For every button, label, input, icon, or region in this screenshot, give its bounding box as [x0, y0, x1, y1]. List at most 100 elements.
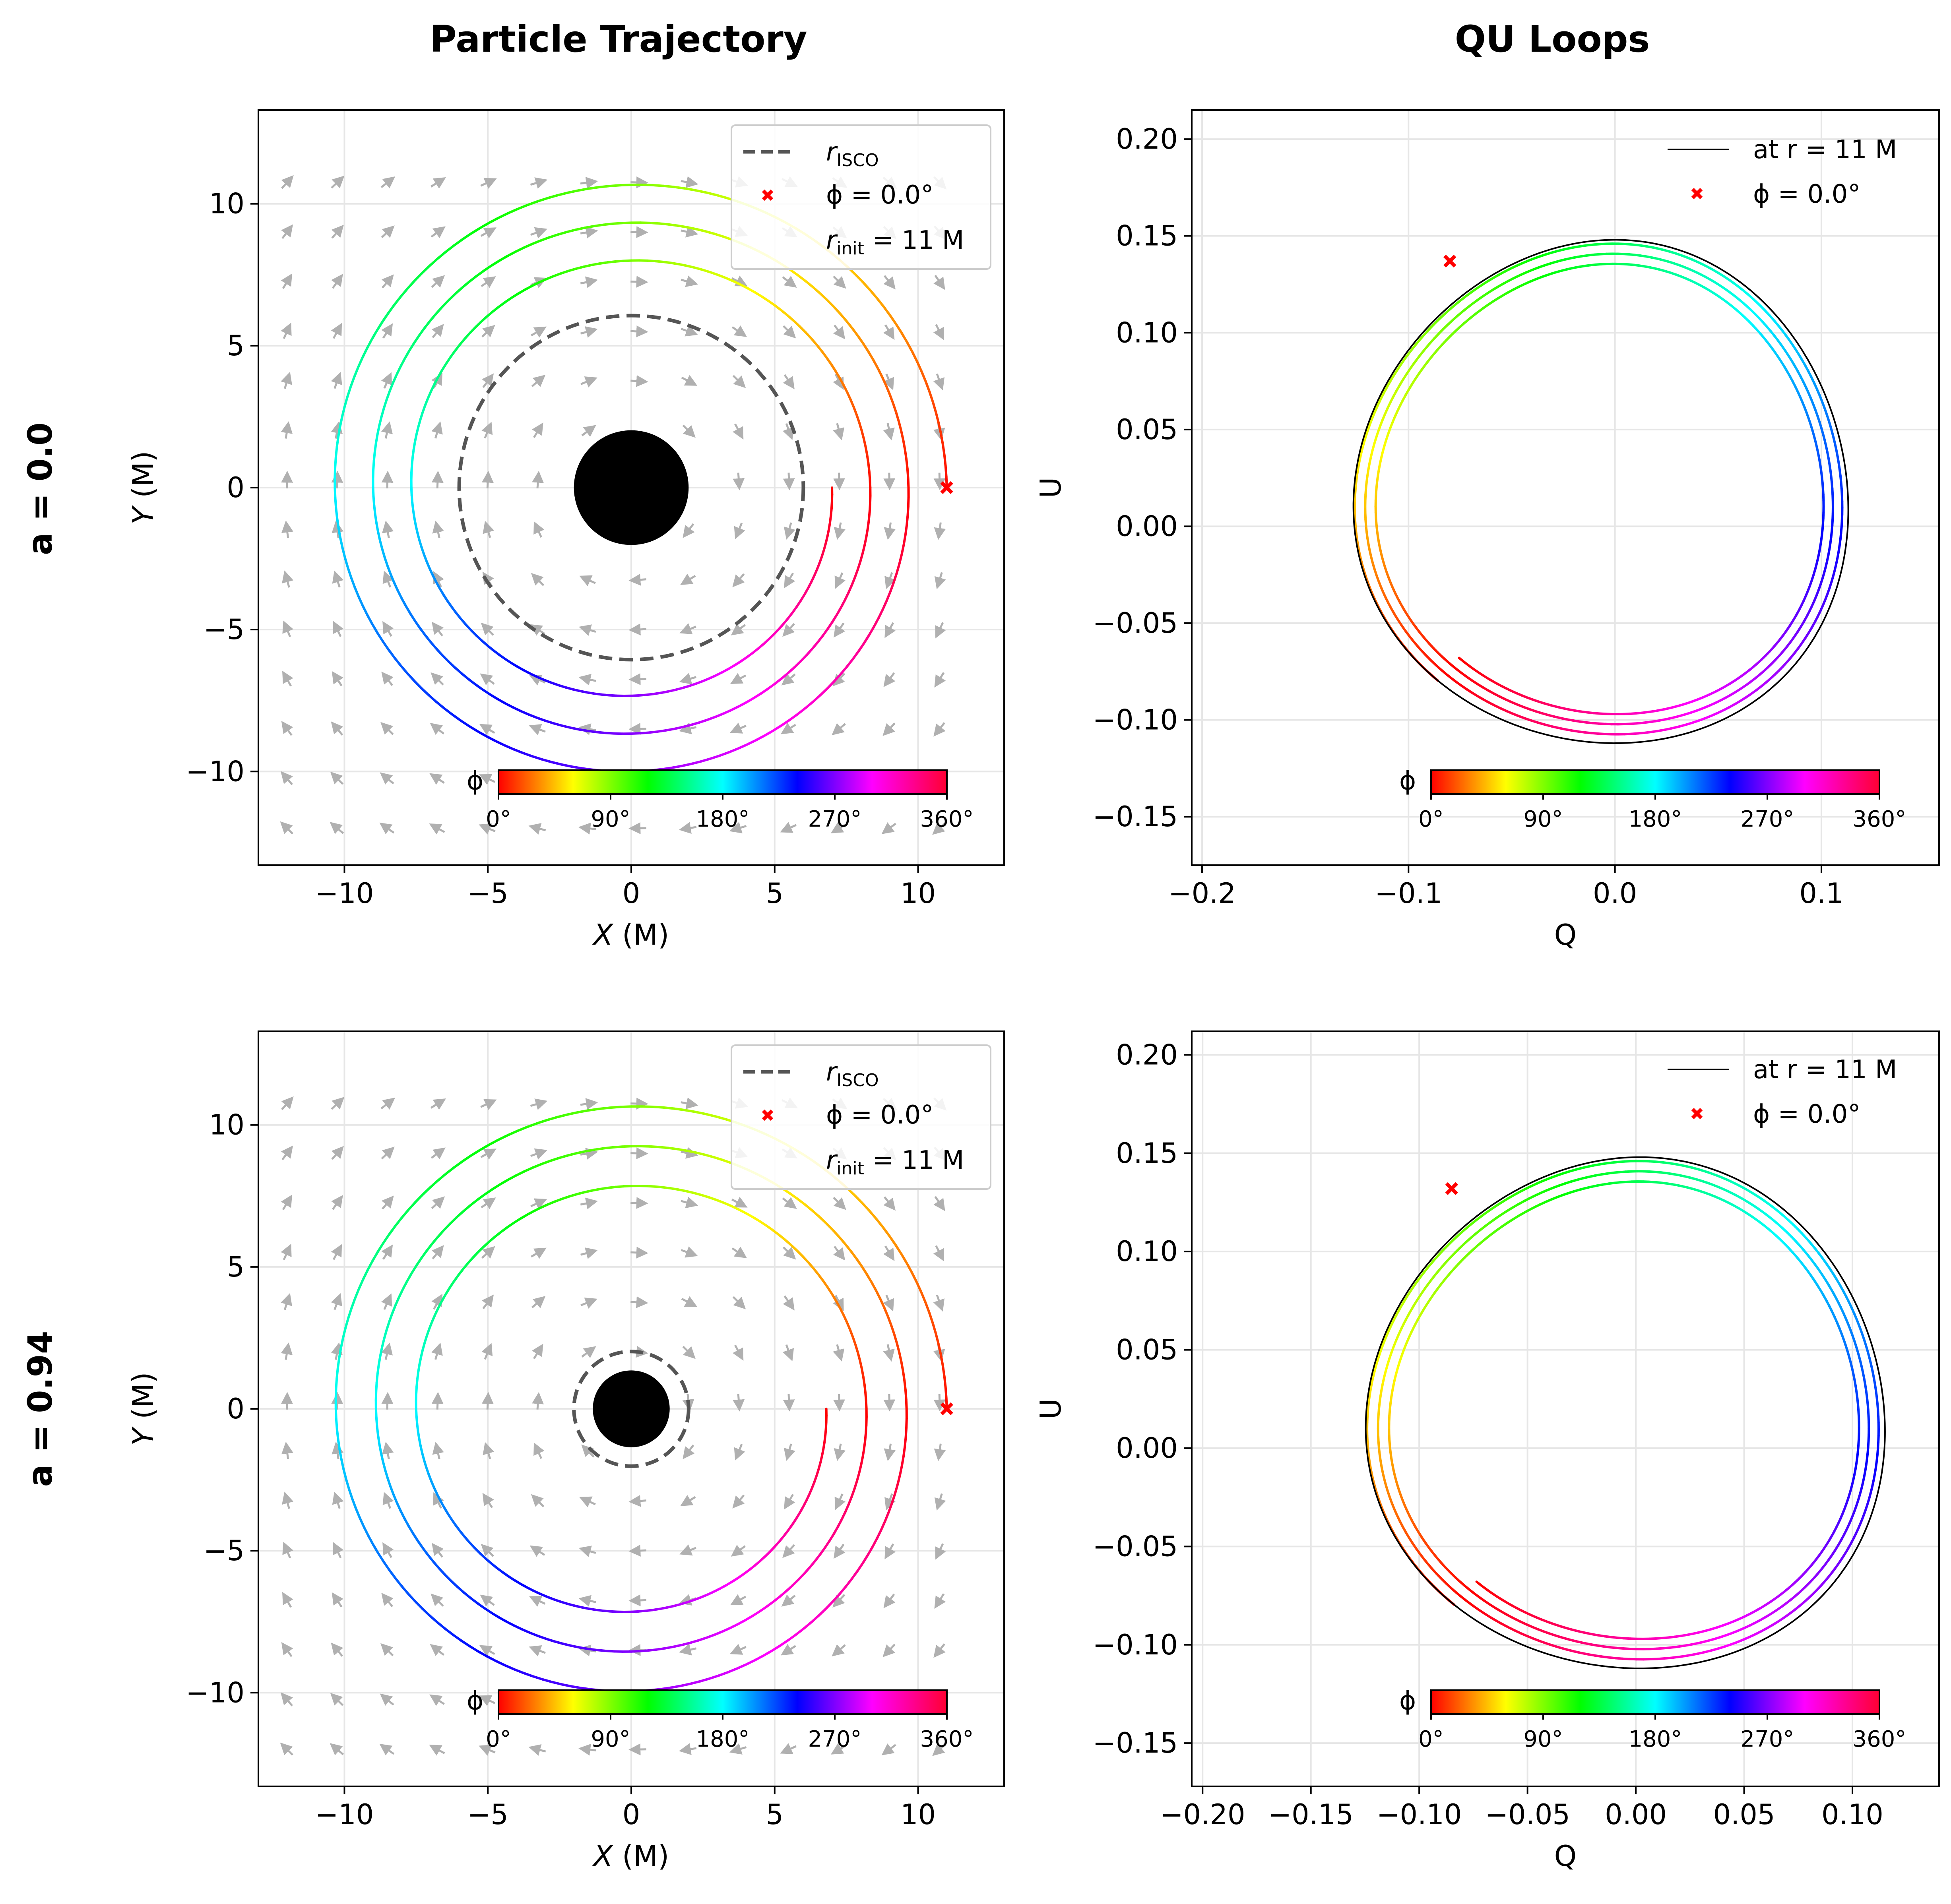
spiral-segment [785, 1584, 793, 1593]
field-arrow [529, 624, 545, 636]
spiral-segment [477, 1650, 488, 1658]
spiral-segment [639, 1145, 651, 1148]
spiral-segment [849, 1249, 858, 1260]
field-arrow [884, 522, 896, 540]
spiral-segment [464, 1536, 471, 1544]
spiral-segment [613, 1650, 624, 1653]
field-arrow [933, 324, 944, 341]
field-arrow [281, 1293, 292, 1310]
field-arrow [332, 671, 343, 686]
field-arrow [682, 1346, 696, 1359]
y-tick-label: −0.15 [1092, 800, 1178, 833]
spiral-segment [419, 1444, 423, 1454]
spiral-segment [409, 612, 417, 623]
spiral-segment [793, 320, 801, 328]
field-arrow [934, 672, 946, 688]
spiral-segment [664, 1645, 675, 1650]
spiral-segment [859, 552, 864, 563]
spiral-segment [357, 595, 364, 607]
spiral-segment [751, 1610, 761, 1617]
spiral-segment [851, 327, 859, 337]
y-tick-label: 0.20 [1116, 1038, 1178, 1071]
field-arrow [532, 1392, 544, 1410]
spiral-segment [863, 1440, 867, 1451]
field-arrow [630, 176, 648, 189]
field-arrow [529, 1596, 546, 1607]
spiral-segment [450, 1519, 458, 1527]
field-arrow [934, 522, 946, 540]
legend-start: ϕ = 0.0° [826, 1100, 933, 1130]
x-tick-label: 5 [766, 877, 784, 910]
spiral-segment [895, 411, 900, 423]
spiral-segment [937, 422, 943, 435]
spiral-segment [846, 1321, 851, 1331]
spiral-segment [915, 1282, 923, 1294]
field-arrow [782, 1344, 794, 1362]
spiral-segment [536, 1119, 549, 1125]
spiral-segment [871, 1537, 879, 1548]
spiral-segment [916, 360, 923, 373]
spiral-segment [494, 740, 506, 747]
field-arrow [381, 421, 393, 439]
spiral-segment [834, 370, 841, 380]
spiral-segment [430, 641, 438, 651]
spiral-segment [709, 271, 720, 276]
start-marker [940, 1402, 953, 1416]
field-arrow [281, 273, 293, 289]
spiral-segment [345, 1478, 350, 1490]
spiral-segment [594, 1608, 604, 1612]
spiral-segment [864, 1391, 867, 1402]
spiral-segment [606, 1185, 617, 1189]
spiral-segment [721, 667, 730, 674]
spiral-segment [573, 1604, 583, 1609]
spiral-segment [654, 260, 665, 263]
x-tick-label: 5 [766, 1798, 784, 1831]
field-arrow [681, 1197, 698, 1209]
spiral-segment [537, 278, 547, 284]
field-arrow [628, 623, 646, 635]
field-arrow [480, 1099, 497, 1110]
spiral-segment [516, 1125, 529, 1132]
spiral-segment [851, 650, 860, 660]
spiral-segment [708, 674, 717, 680]
spiral-segment [469, 227, 481, 235]
spiral-segment [465, 624, 473, 631]
field-arrow [479, 1695, 496, 1706]
spiral-segment [864, 1432, 867, 1443]
spiral-segment [704, 230, 716, 235]
field-arrow [282, 670, 293, 687]
field-arrow [783, 325, 796, 339]
spiral-segment [565, 229, 577, 233]
spiral-segment [346, 385, 352, 398]
spiral-segment [774, 304, 783, 312]
field-arrow [280, 1742, 293, 1756]
spiral-segment [458, 338, 466, 347]
spiral-segment [498, 1616, 508, 1623]
y-tick-label: −0.15 [1092, 1727, 1178, 1759]
spiral-segment [857, 335, 865, 345]
field-arrow [581, 425, 596, 437]
spiral-segment [430, 383, 436, 392]
phi-colorbar: ϕ0° 90° 180° 270° 360° [467, 1686, 974, 1752]
field-arrow [780, 1644, 796, 1656]
spiral-segment [479, 221, 491, 230]
spiral-segment [492, 649, 500, 656]
spiral-segment [507, 1575, 516, 1582]
field-arrow [482, 373, 494, 388]
spiral-segment [867, 511, 871, 522]
field-arrow [933, 373, 945, 391]
field-arrow [781, 1594, 796, 1607]
spiral-segment [372, 1543, 380, 1555]
spiral-segment [894, 323, 903, 335]
y-axis-label: U [1034, 1398, 1067, 1420]
spiral-segment [382, 1460, 386, 1471]
spiral-segment [868, 625, 875, 636]
spiral-segment [449, 1216, 458, 1225]
x-tick-label: 0.0 [1593, 877, 1637, 910]
spiral-segment [715, 1115, 728, 1121]
spiral-segment [667, 1147, 679, 1151]
spiral-segment [771, 1228, 780, 1236]
spiral-segment [862, 1375, 866, 1386]
x-axis-label: Q [1554, 918, 1577, 951]
y-tick-label: 0 [227, 471, 244, 504]
